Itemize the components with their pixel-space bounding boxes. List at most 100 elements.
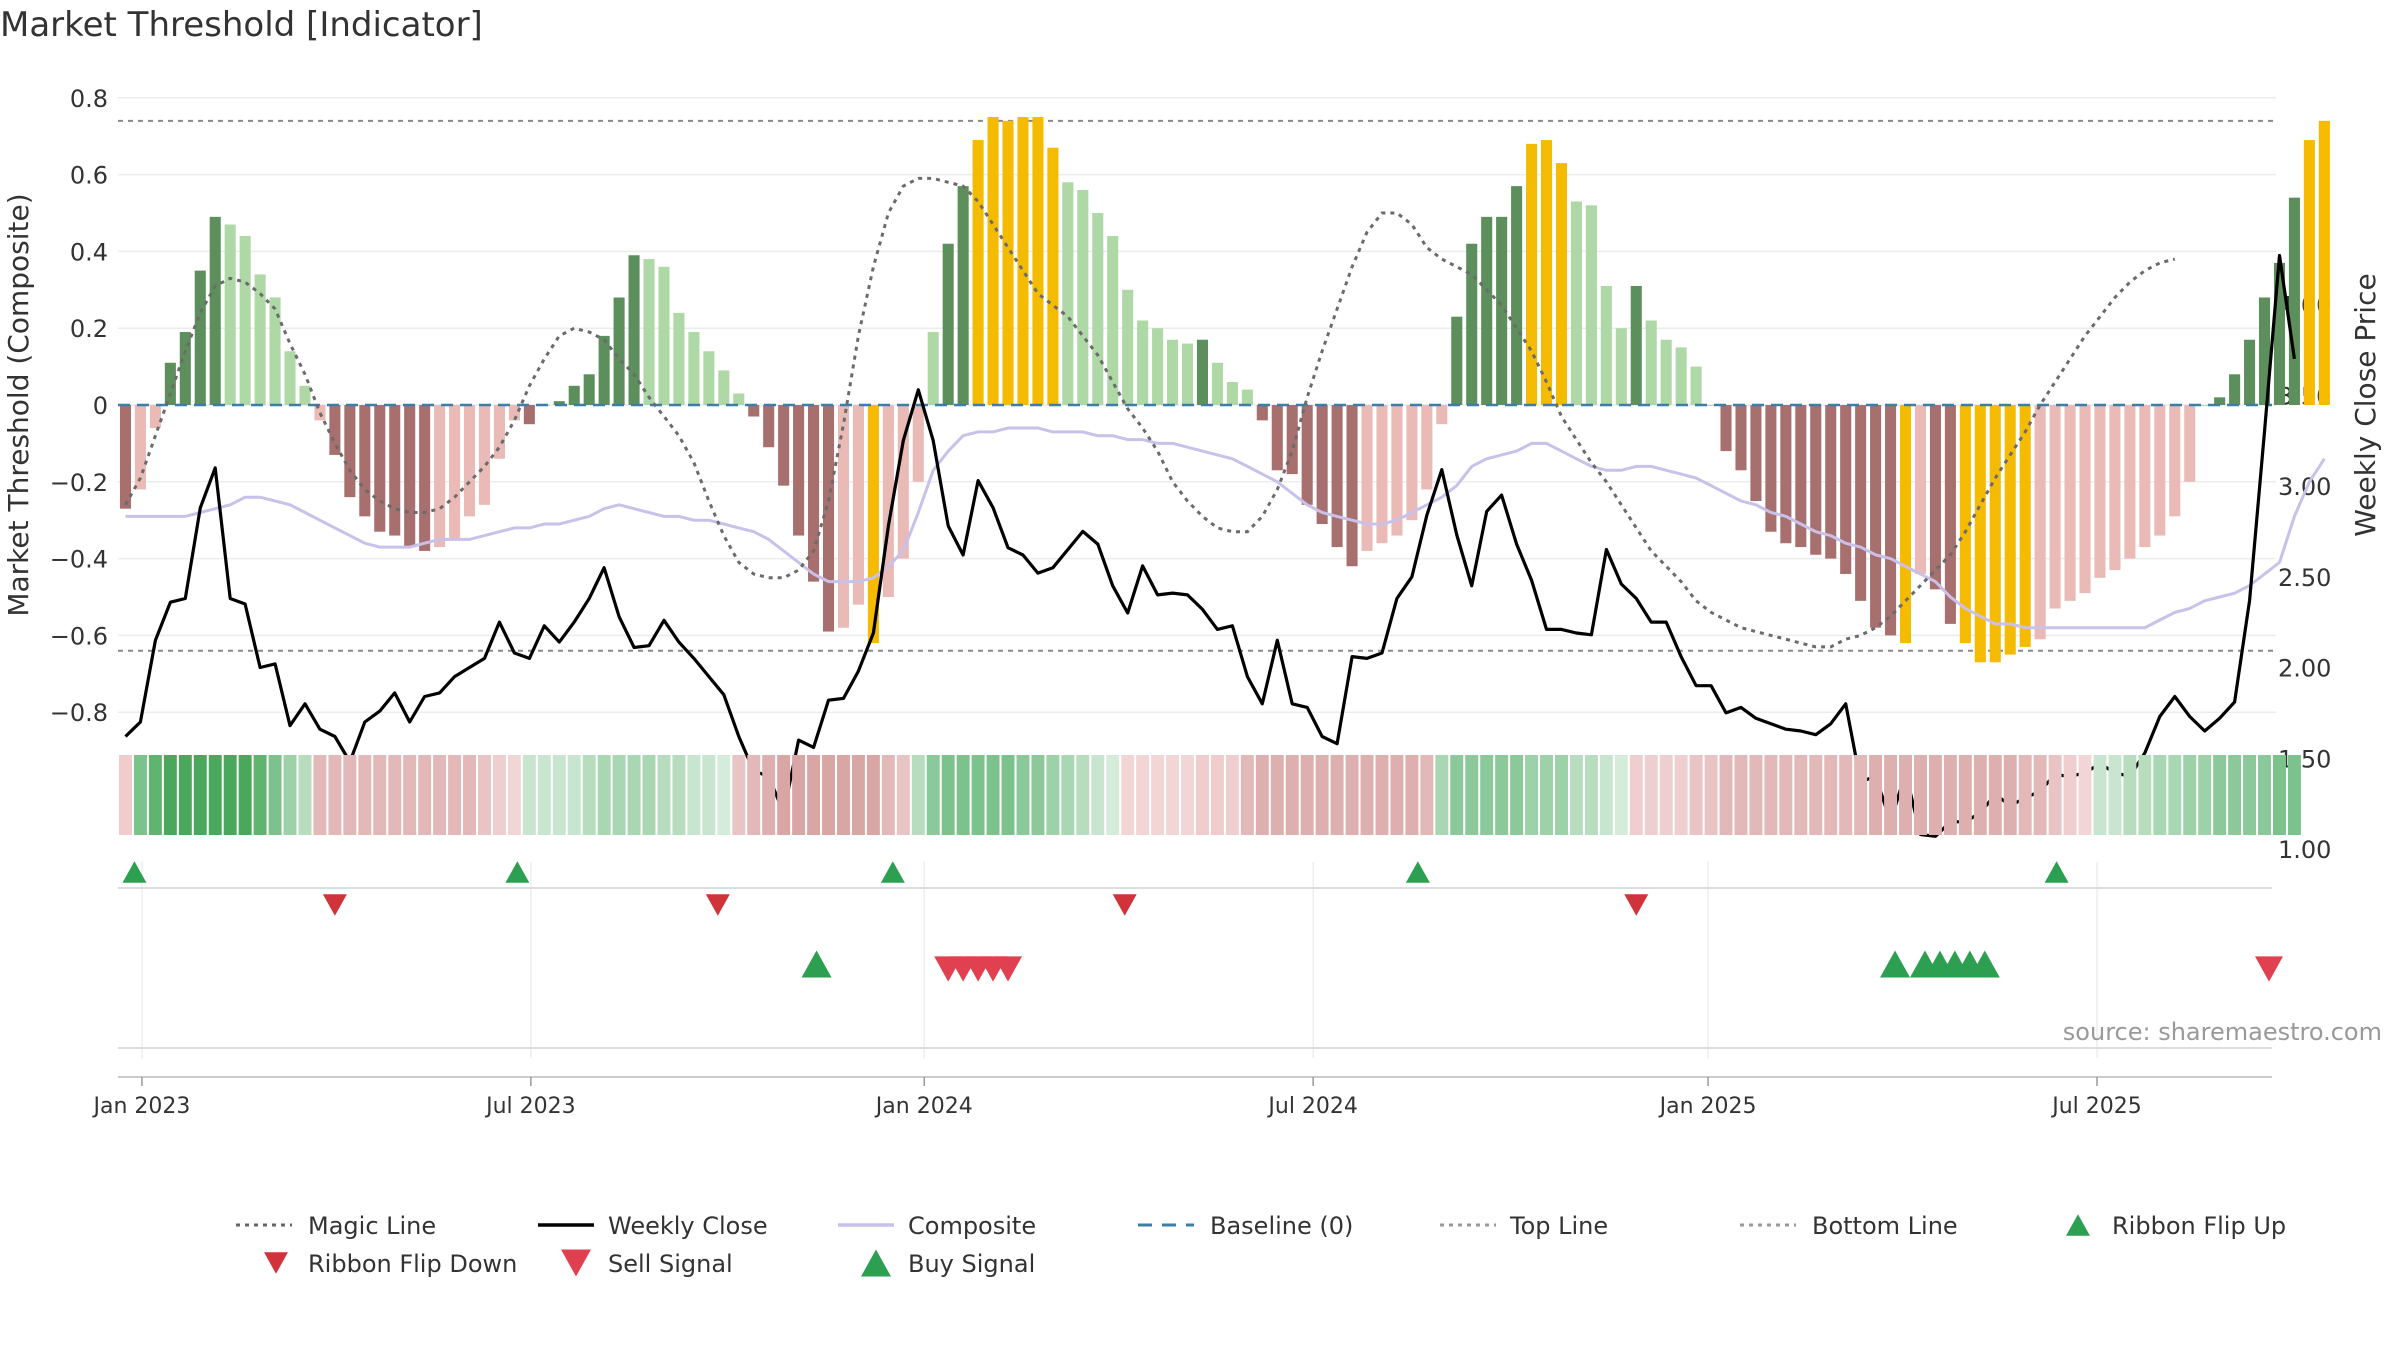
composite-bar <box>1271 405 1283 471</box>
ribbon-cell <box>2033 755 2047 835</box>
left-tick-label: −0.4 <box>50 546 108 574</box>
composite-bar <box>1107 236 1119 405</box>
ribbon-cell <box>418 755 432 835</box>
ribbon-flip-up-marker <box>505 861 530 883</box>
composite-bar <box>2094 405 2106 578</box>
ribbon-cell <box>911 755 925 835</box>
composite-bar <box>1062 182 1074 405</box>
ribbon-cell <box>657 755 671 835</box>
ribbon-cell <box>732 755 746 835</box>
composite-bar <box>1615 328 1627 405</box>
composite-bar <box>2258 297 2271 405</box>
ribbon-cell <box>1854 755 1868 835</box>
ribbon-cell <box>1869 755 1883 835</box>
composite-bar <box>1944 405 1956 624</box>
composite-bar <box>852 405 864 605</box>
ribbon-cell <box>343 755 357 835</box>
ribbon-cell <box>627 755 641 835</box>
composite-bar <box>389 405 401 536</box>
composite-bar <box>164 362 176 405</box>
ribbon-cell <box>1629 755 1643 835</box>
ribbon-cell <box>178 755 192 835</box>
ribbon-cell <box>373 755 387 835</box>
left-tick-label: −0.8 <box>50 699 108 727</box>
composite-bar <box>1914 405 1927 574</box>
left-axis-label: Market Threshold (Composite) <box>2 193 35 616</box>
ribbon-flip-up-marker <box>880 861 905 883</box>
composite-bar <box>1989 405 2001 663</box>
ribbon-cell <box>1360 755 1374 835</box>
legend-label: Ribbon Flip Up <box>2112 1212 2286 1240</box>
composite-bar <box>1600 285 1612 405</box>
ribbon-cell <box>1121 755 1135 835</box>
composite-bar <box>239 236 251 405</box>
sell-signal-marker <box>994 956 1023 982</box>
ribbon-cell <box>2093 755 2107 835</box>
legend-label: Buy Signal <box>908 1250 1035 1278</box>
composite-bar <box>688 332 700 405</box>
ribbon-cell <box>2108 755 2122 835</box>
composite-bar <box>1092 213 1104 405</box>
legend-swatch <box>561 1249 591 1277</box>
left-tick-label: −0.6 <box>50 622 108 650</box>
ribbon-cell <box>1106 755 1120 835</box>
ribbon-cell <box>2138 755 2152 835</box>
ribbon-cell <box>2168 755 2182 835</box>
composite-bar <box>1331 405 1343 548</box>
ribbon-flip-down-marker <box>705 894 730 916</box>
composite-bar <box>2318 120 2330 405</box>
composite-bar <box>2139 405 2151 548</box>
legend: Magic Line Weekly Close Composite Baseline … <box>236 1212 2286 1278</box>
ribbon-cell <box>537 755 551 835</box>
ribbon-cell <box>2153 755 2167 835</box>
composite-bar <box>463 405 476 517</box>
ribbon-cell <box>896 755 910 835</box>
ribbon-cell <box>1091 755 1105 835</box>
composite-bar <box>359 405 371 517</box>
ribbon-cell <box>1525 755 1539 835</box>
composite-bar <box>1885 405 1897 636</box>
sell-signal-marker <box>2255 956 2284 982</box>
ribbon-cell <box>1958 755 1972 835</box>
composite-bar <box>778 405 790 486</box>
composite-bar <box>1720 405 1732 452</box>
composite-bar <box>2244 339 2256 405</box>
composite-bar <box>1376 405 1388 544</box>
ribbon-cell <box>612 755 626 835</box>
ribbon-cell <box>926 755 940 835</box>
composite-bar <box>912 405 924 482</box>
ribbon-cell <box>1734 755 1748 835</box>
composite-bar <box>927 332 939 405</box>
composite-bar <box>1810 405 1822 555</box>
composite-bar <box>2034 405 2046 640</box>
composite-bar <box>733 393 745 405</box>
ribbon-cell <box>1779 755 1793 835</box>
composite-bar <box>613 297 625 405</box>
composite-bar <box>1256 405 1268 421</box>
ribbon-flip-up-marker <box>122 861 147 883</box>
ribbon-cell <box>1465 755 1479 835</box>
ribbon-cell <box>2258 755 2271 835</box>
ribbon-cell <box>717 755 731 835</box>
composite-bar <box>1526 143 1538 405</box>
composite-bar <box>449 405 461 540</box>
ribbon-cell <box>1928 755 1942 835</box>
composite-bar <box>374 405 386 532</box>
ribbon-cell <box>2048 755 2062 835</box>
ribbon-cell <box>463 755 476 835</box>
x-tick-label: Jan 2024 <box>874 1094 973 1119</box>
ribbon-cell <box>1285 755 1299 835</box>
composite-bar <box>1585 205 1597 405</box>
ribbon-cell <box>433 755 447 835</box>
ribbon-cell <box>792 755 806 835</box>
composite-bar <box>643 259 655 405</box>
ribbon-cell <box>1181 755 1194 835</box>
right-axis-label: Weekly Close Price <box>2349 273 2382 536</box>
ribbon-cell <box>552 755 566 835</box>
ribbon-cell <box>2198 755 2212 835</box>
ribbon-cell <box>2243 755 2257 835</box>
legend-item: Top Line <box>1440 1212 1608 1240</box>
ribbon-cell <box>1076 755 1090 835</box>
ribbon-cell <box>1196 755 1209 835</box>
composite-bar <box>194 270 206 405</box>
